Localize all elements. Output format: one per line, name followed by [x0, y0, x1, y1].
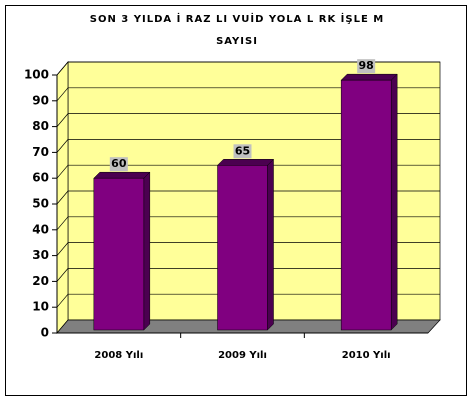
grid-line [56, 293, 440, 308]
bar [93, 177, 145, 331]
grid-line [56, 190, 440, 205]
x-tick-label: 2010 Yılı [342, 350, 391, 361]
y-tick-label: 90 [32, 93, 49, 107]
bar-side [143, 171, 151, 331]
grid-line [56, 242, 440, 256]
value-label: 60 [111, 157, 127, 170]
y-tick-label: 20 [32, 274, 49, 288]
chart-title: SON 3 YILDA İ RAZ LI VUİD YOLA L RK İŞLE… [90, 11, 384, 25]
value-label: 65 [235, 144, 250, 157]
bar [340, 79, 392, 331]
bar-top [340, 73, 398, 81]
y-tick-label: 70 [32, 145, 49, 159]
grid-line [56, 268, 440, 282]
bar-side [390, 73, 398, 331]
chart-title: SAYISI [216, 36, 258, 47]
value-label-box [357, 59, 376, 74]
y-tick-label: 100 [24, 68, 49, 82]
y-tick-label: 40 [32, 222, 49, 236]
grid-line [56, 61, 440, 76]
y-tick-label: 80 [32, 119, 49, 133]
y-tick-label: 30 [32, 248, 49, 262]
grid-line [56, 139, 440, 153]
bar-top [216, 159, 275, 166]
value-label-box [109, 157, 128, 172]
y-tick-label: 10 [32, 300, 49, 314]
value-label: 98 [359, 59, 374, 72]
x-tick-label: 2008 Yılı [94, 350, 143, 361]
value-label-box [233, 144, 252, 159]
bar-top [93, 171, 151, 179]
bar-side [267, 158, 274, 331]
grid-line [56, 113, 440, 127]
bar [217, 165, 268, 331]
x-tick-label: 2009 Yılı [218, 350, 267, 361]
grid-line [56, 216, 440, 231]
y-tick-label: 50 [32, 197, 49, 211]
y-tick-label: 0 [41, 326, 49, 340]
grid-line [56, 87, 440, 102]
grid-line [56, 164, 440, 179]
y-tick-label: 60 [32, 171, 49, 185]
